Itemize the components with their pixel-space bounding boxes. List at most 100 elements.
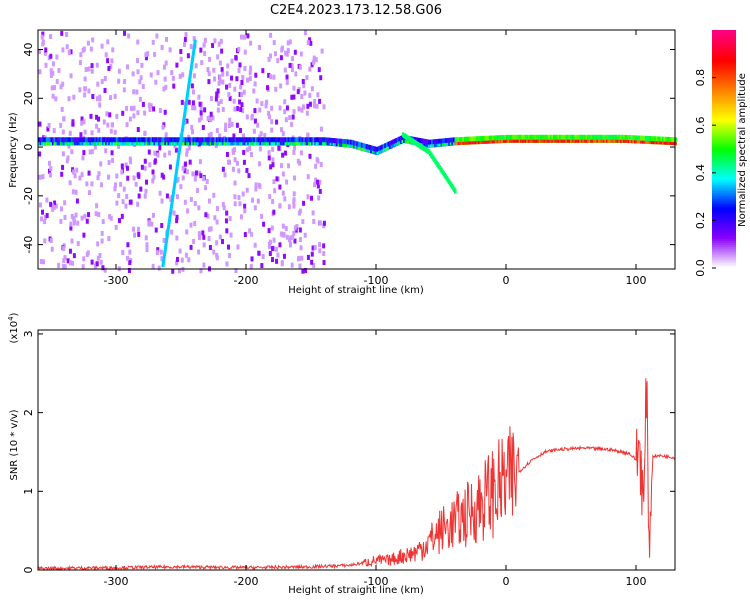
spectrogram-cell bbox=[295, 142, 298, 146]
spectrogram-cell bbox=[267, 155, 271, 161]
spectrogram-cell bbox=[261, 68, 265, 74]
spectrogram-cell bbox=[247, 173, 251, 179]
spectrogram-cell bbox=[194, 63, 198, 69]
spectrogram-cells bbox=[38, 30, 677, 274]
spectrogram-cell bbox=[559, 139, 562, 143]
spectrogram-cell bbox=[311, 245, 315, 251]
spectrogram-cell bbox=[302, 104, 306, 110]
spectrogram-cell bbox=[136, 137, 139, 146]
spectrogram-cell bbox=[203, 142, 206, 146]
colorbar-strip bbox=[712, 57, 736, 61]
colorbar-strip bbox=[712, 30, 736, 33]
spectrogram-cell bbox=[657, 141, 660, 145]
spectrogram-cell bbox=[186, 208, 190, 214]
spectrogram-cell bbox=[434, 139, 437, 148]
spectrogram-cell bbox=[318, 98, 322, 104]
spectrogram-cell bbox=[78, 142, 82, 146]
spectrogram-cell bbox=[300, 107, 304, 113]
spectrogram-cell bbox=[241, 108, 245, 114]
spectrogram-cell bbox=[457, 142, 461, 146]
spectrogram-cell bbox=[657, 136, 660, 145]
spectrogram-cell bbox=[96, 255, 100, 261]
spectrogram-cell bbox=[619, 139, 623, 143]
spectrogram-cell bbox=[602, 134, 606, 143]
spectrogram-cell bbox=[253, 242, 257, 248]
spectrogram-cell bbox=[506, 134, 509, 143]
spectrogram-cell bbox=[104, 52, 108, 58]
spectrogram-cell bbox=[279, 231, 283, 237]
spectrogram-cell bbox=[566, 139, 570, 143]
spectrogram-cell bbox=[387, 146, 390, 150]
spectrogram-cell bbox=[308, 101, 312, 107]
spectrogram-cell bbox=[168, 216, 172, 220]
spectrogram-cell bbox=[267, 150, 271, 156]
spectrogram-cell bbox=[624, 139, 628, 143]
spectrogram-cell bbox=[206, 66, 210, 72]
spectrogram-cell bbox=[225, 137, 228, 146]
spectrogram-cell bbox=[172, 184, 176, 188]
spectrogram-cell bbox=[69, 49, 73, 55]
spectrogram-cell bbox=[106, 137, 110, 146]
spectrogram-cell bbox=[151, 263, 155, 269]
spectrogram-cell bbox=[566, 134, 570, 143]
spectrogram-cell bbox=[249, 263, 253, 269]
spectrogram-cell bbox=[76, 220, 80, 226]
spectrogram-cell bbox=[187, 84, 191, 88]
spectrogram-frame bbox=[37, 29, 676, 270]
spectrogram-cell bbox=[226, 244, 230, 250]
spectrogram-cell bbox=[365, 144, 369, 153]
spectrogram-cell bbox=[245, 187, 249, 193]
colorbar-strip bbox=[712, 103, 736, 106]
spectrogram-cell bbox=[190, 124, 194, 130]
spectrogram-cell bbox=[535, 134, 539, 143]
spectrogram-cell bbox=[448, 142, 451, 146]
spectrogram-cell bbox=[238, 201, 242, 207]
spectrogram-cell bbox=[113, 93, 117, 99]
spectrogram-cell bbox=[252, 88, 256, 94]
spectrogram-cell bbox=[95, 114, 99, 120]
spectrogram-cell bbox=[554, 139, 557, 143]
spectrogram-cell bbox=[177, 268, 181, 274]
spectrogram-cell bbox=[140, 142, 144, 146]
spectrogram-cell bbox=[126, 175, 130, 181]
spectrogram-cell bbox=[373, 151, 376, 155]
spectrogram-cell bbox=[253, 108, 257, 114]
spectrogram-cell bbox=[203, 185, 207, 191]
spectrogram-cell bbox=[293, 238, 297, 244]
spectrogram-cell bbox=[72, 94, 76, 100]
spectrogram-cell bbox=[346, 139, 350, 148]
spectrogram-cell bbox=[108, 112, 112, 118]
spectrogram-cell bbox=[170, 137, 174, 146]
spectrogram-cell bbox=[322, 260, 326, 266]
spectrogram-cell bbox=[83, 86, 87, 92]
spectrogram-cell bbox=[59, 218, 63, 224]
spectrogram-cell bbox=[167, 137, 170, 146]
spectrogram-cell bbox=[170, 70, 174, 76]
spectrogram-cell bbox=[241, 75, 245, 81]
spectrogram-cell bbox=[68, 180, 72, 186]
spectrogram-cell bbox=[100, 43, 104, 49]
spectrogram-cell bbox=[58, 137, 61, 146]
spectrogram-cell bbox=[248, 137, 252, 146]
spectrogram-cell bbox=[149, 103, 153, 109]
spectrogram-cell bbox=[49, 201, 53, 207]
spectrogram-cell bbox=[199, 47, 203, 53]
spectrogram-cell bbox=[44, 142, 47, 146]
spectrogram-cell bbox=[238, 127, 242, 133]
spectrogram-cell bbox=[189, 142, 192, 146]
colorbar-strip bbox=[712, 174, 736, 178]
spectrogram-cell bbox=[226, 159, 230, 165]
spectrogram-cell bbox=[319, 161, 323, 167]
spectrogram-cell bbox=[315, 103, 319, 109]
spectrogram-cell bbox=[562, 134, 565, 143]
spectrogram-cell bbox=[630, 135, 634, 144]
spectrogram-cell bbox=[204, 212, 208, 218]
spectrogram-cell bbox=[429, 144, 433, 148]
colorbar-strip bbox=[712, 168, 736, 172]
spectrogram-cell bbox=[624, 134, 628, 143]
spectrogram-cell bbox=[139, 75, 143, 81]
spectrogram-cell bbox=[641, 135, 645, 144]
spectrogram-cell bbox=[335, 138, 339, 147]
spectrogram-cell bbox=[141, 101, 145, 107]
